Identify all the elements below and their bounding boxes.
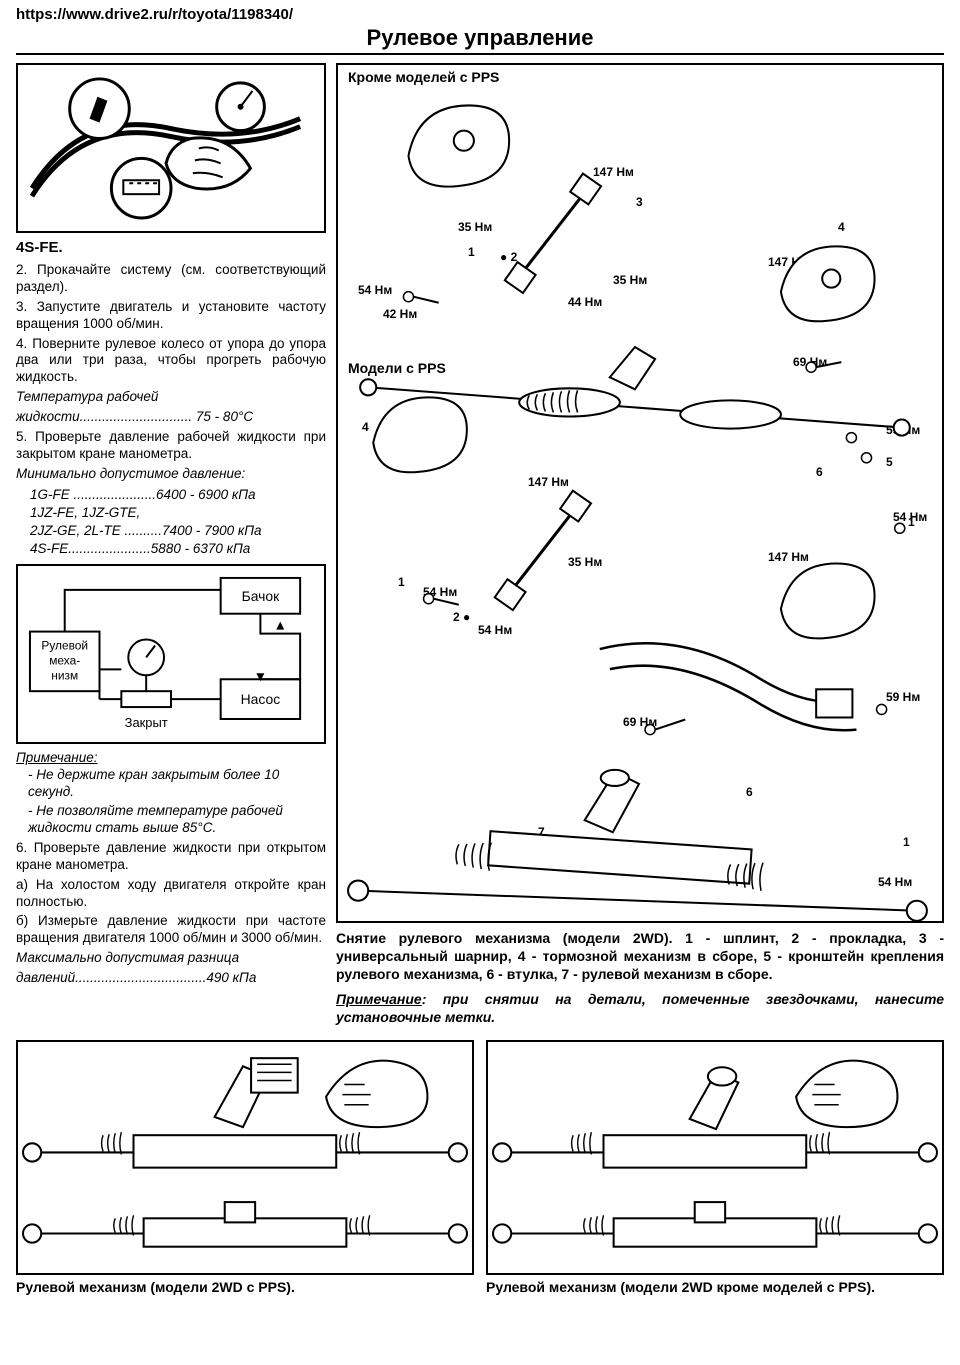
- temp-value: жидкости.............................. 7…: [16, 409, 326, 426]
- step-6: 6. Проверьте давление жидкости при откры…: [16, 840, 326, 874]
- bottom-left-caption: Рулевой механизм (модели 2WD с PPS).: [16, 1279, 474, 1295]
- svg-text:меха-: меха-: [49, 654, 80, 668]
- bottom-right-caption: Рулевой механизм (модели 2WD кроме модел…: [486, 1279, 944, 1295]
- svg-text:низм: низм: [51, 669, 78, 683]
- right-column: Кроме моделей с PPS Модели с PPS 147 Нм …: [336, 63, 944, 1026]
- pump-label: Насос: [241, 691, 281, 707]
- note-header: Примечание:: [16, 750, 326, 765]
- spec1-value: 6400 - 6900 кПа: [156, 487, 255, 502]
- max-diff-value: давлений................................…: [16, 970, 326, 987]
- caption-note-label: Примечание: [336, 991, 422, 1007]
- exploded-diagram: Кроме моделей с PPS Модели с PPS 147 Нм …: [336, 63, 944, 923]
- page-title: Рулевое управление: [367, 25, 594, 53]
- bottom-row: Рулевой механизм (модели 2WD с PPS).: [16, 1040, 944, 1295]
- caption-main: Снятие рулевого механизма (модели 2WD). …: [336, 930, 944, 982]
- rack-pps-svg: [22, 1046, 468, 1269]
- schematic-svg: Бачок Насос Рулевой меха- низм: [22, 570, 320, 741]
- hydraulic-schematic: Бачок Насос Рулевой меха- низм: [16, 564, 326, 744]
- rack-nonpps-svg: [492, 1046, 938, 1269]
- spec4-value: 5880 - 6370 кПа: [151, 541, 250, 556]
- exploded-svg: [338, 65, 942, 921]
- engine-code: 4S-FE.: [16, 239, 326, 256]
- step-6a: а) На холостом ходу двигателя от­кройте …: [16, 877, 326, 911]
- tank-label: Бачок: [242, 588, 280, 604]
- spec-1: 1G-FE ......................6400 - 6900 …: [30, 486, 326, 504]
- step-6b: б) Измерьте давление жидкости при частот…: [16, 913, 326, 947]
- bottom-left-figure: [16, 1040, 474, 1275]
- spec4-model: 4S-FE: [30, 541, 68, 556]
- pressure-specs: 1G-FE ......................6400 - 6900 …: [30, 486, 326, 559]
- title-bar: Рулевое управление: [16, 25, 944, 55]
- step-3: 3. Запустите двигатель и установите част…: [16, 299, 326, 333]
- note-1: - Не держите кран закрытым более 10 секу…: [28, 767, 326, 801]
- spec3-model: 2JZ-GE, 2L-TE: [30, 523, 121, 538]
- caption-note-text: : при снятии на детали, помеченные звезд…: [336, 991, 944, 1025]
- spec-2: 1JZ-FE, 1JZ-GTE,: [30, 504, 326, 522]
- spec3-value: 7400 - 7900 кПа: [162, 523, 261, 538]
- svg-text:Рулевой: Рулевой: [41, 639, 88, 653]
- source-url: https://www.drive2.ru/r/toyota/1198340/: [16, 6, 944, 23]
- spec1-model: 1G-FE: [30, 487, 70, 502]
- notes-block: Примечание: - Не держите кран закрытым б…: [16, 750, 326, 987]
- bottom-right-figure: [486, 1040, 944, 1275]
- note-2: - Не позволяйте температуре ра­бочей жид…: [28, 803, 326, 837]
- valve-label: Закрыт: [125, 715, 168, 730]
- diagram-note: Примечание: при снятии на детали, помече…: [336, 990, 944, 1026]
- procedure-text: 2. Прокачайте систему (см. соответст­вую…: [16, 262, 326, 558]
- step-2: 2. Прокачайте систему (см. соответст­вую…: [16, 262, 326, 296]
- step-4: 4. Поверните рулевое колесо от упора до …: [16, 336, 326, 387]
- bottom-left-panel: Рулевой механизм (модели 2WD с PPS).: [16, 1040, 474, 1295]
- bottom-right-panel: Рулевой механизм (модели 2WD кроме модел…: [486, 1040, 944, 1295]
- temp-label: Температура рабочей: [16, 389, 326, 406]
- spec-3: 2JZ-GE, 2L-TE ..........7400 - 7900 кПа: [30, 522, 326, 540]
- gauge-svg: [22, 69, 320, 228]
- spec-4: 4S-FE......................5880 - 6370 к…: [30, 540, 326, 558]
- min-pressure-label: Минимально допустимое давление:: [16, 466, 326, 483]
- gauge-figure: [16, 63, 326, 233]
- diagram-caption: Снятие рулевого механизма (модели 2WD). …: [336, 929, 944, 984]
- left-column: 4S-FE. 2. Прокачайте систему (см. соотве…: [16, 63, 336, 1026]
- step-5: 5. Проверьте давление рабочей жид­кости …: [16, 429, 326, 463]
- max-diff-label: Максимально допустимая разница: [16, 950, 326, 967]
